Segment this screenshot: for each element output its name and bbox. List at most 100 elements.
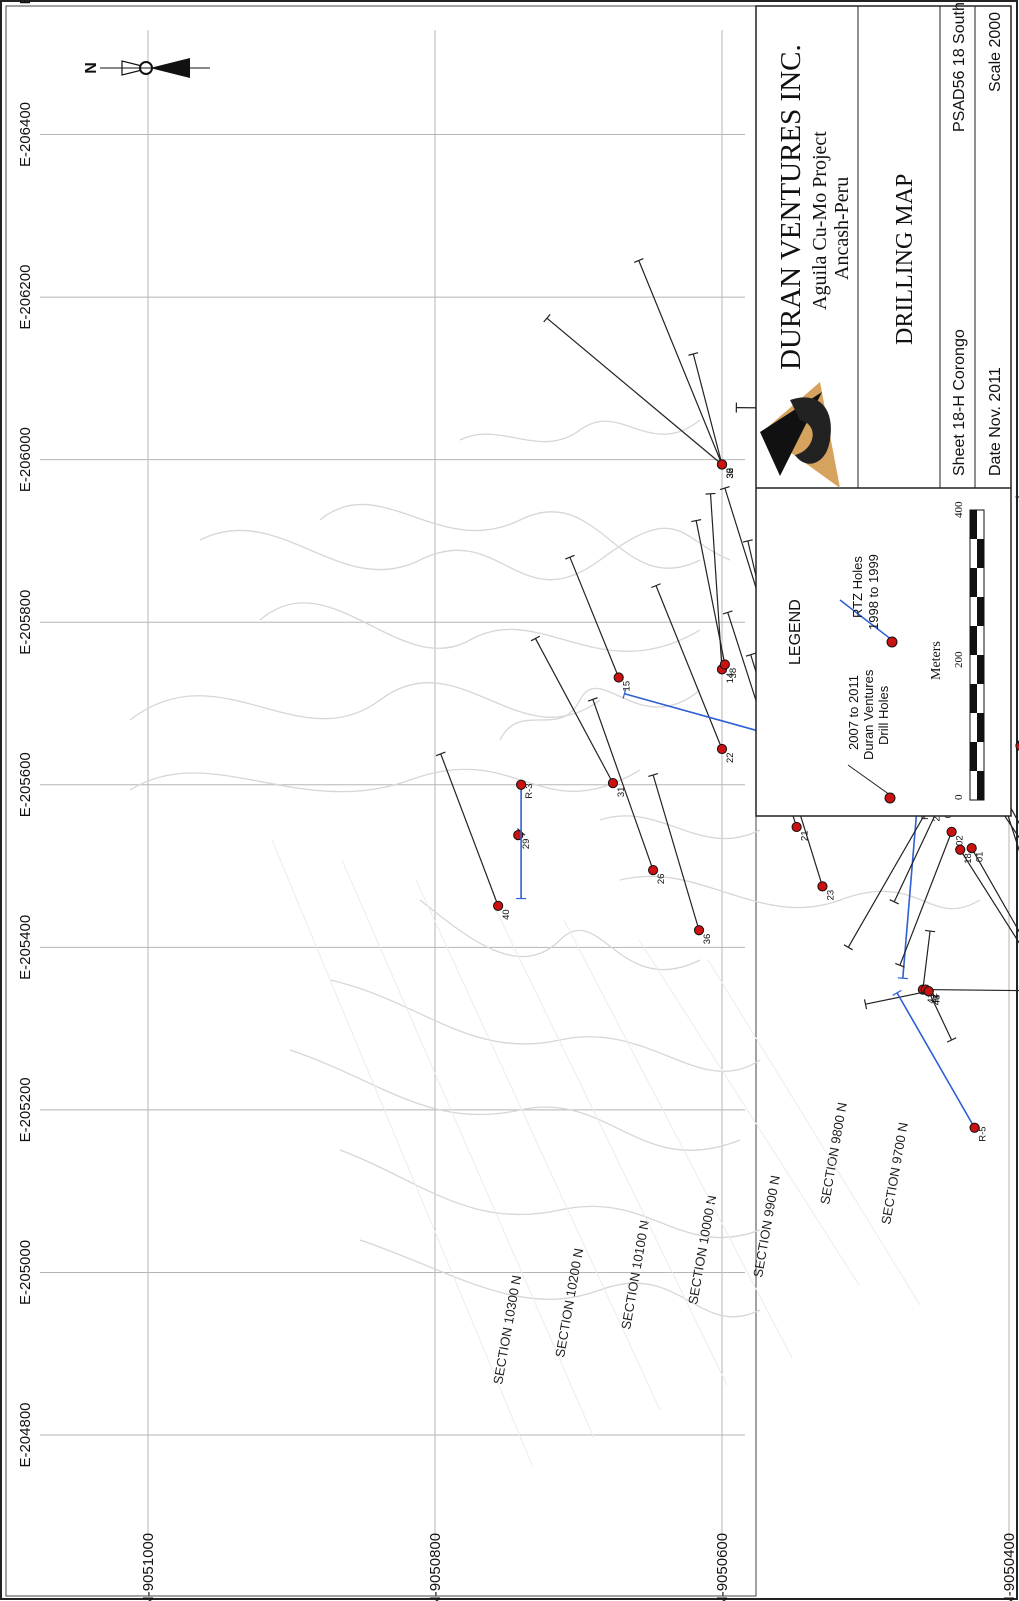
drill-trace [592, 699, 654, 871]
collar-marker [719, 659, 730, 670]
hole-label: R-3 [524, 783, 535, 798]
drill-hole-38[interactable]: 38 [691, 519, 739, 679]
drill-trace [902, 805, 918, 979]
scale-tick-400: 400 [953, 501, 965, 518]
hole-label: 42 [929, 993, 940, 1004]
hole-label: 26 [656, 874, 667, 885]
drill-hole-r-5[interactable]: R-5 [892, 989, 989, 1142]
scale-tick-200: 200 [953, 651, 965, 668]
scale-bar-segment [970, 626, 977, 655]
drill-hole-15[interactable]: 15 [565, 554, 633, 692]
drill-hole-01[interactable]: 01 [966, 843, 1019, 952]
trace-end-tick [722, 610, 733, 615]
scale-bar-segment [970, 510, 977, 539]
drill-hole-40[interactable]: 40 [435, 751, 512, 920]
scale-bar-segment [977, 771, 984, 800]
collar-marker [716, 743, 728, 755]
collar-marker [693, 925, 705, 936]
northing-label: N-9051000 [140, 1533, 157, 1601]
scale-bar [969, 509, 985, 801]
hole-label: 15 [622, 681, 633, 692]
trace-end-tick [633, 258, 644, 263]
trace-end-tick [688, 352, 699, 356]
trace-end-tick [897, 977, 908, 980]
easting-label: E-206400 [17, 102, 34, 167]
trace-end-tick [946, 1037, 957, 1043]
date-label: Date Nov. 2011 [987, 367, 1004, 476]
section-line [490, 899, 728, 1386]
trace-end-tick [648, 773, 659, 777]
legend-duran-line3: Drill Holes [876, 685, 891, 745]
trace-end-tick [622, 688, 627, 699]
drill-trace [847, 807, 930, 948]
company-name: DURAN VENTURES INC. [775, 44, 807, 370]
drill-trace [695, 520, 726, 665]
drill-hole-35[interactable]: 35 [688, 352, 736, 479]
drill-trace [899, 831, 953, 966]
collar-marker [516, 779, 527, 790]
section-line [638, 939, 860, 1286]
trace-end-tick [925, 929, 936, 933]
scale-bar-segment [977, 655, 984, 684]
hole-label: 38 [728, 668, 739, 679]
collar-marker [946, 826, 957, 838]
trace-end-tick [565, 554, 575, 560]
hole-label: 43 [932, 995, 943, 1006]
hole-label: 18 [963, 853, 974, 864]
drill-trace [655, 585, 723, 750]
collar-marker [613, 672, 624, 683]
drill-trace [692, 353, 723, 465]
hole-label: 23 [825, 890, 836, 901]
title-block: DURAN VENTURES INC. Aguila Cu-Mo Project… [755, 2, 1012, 817]
sheet-label: Sheet 18-H Corongo [951, 329, 968, 476]
drill-trace [534, 638, 614, 784]
northing-label: N-9050800 [427, 1533, 444, 1601]
drill-hole-26[interactable]: 26 [587, 697, 667, 885]
company-logo [760, 382, 840, 488]
easting-label: E-204800 [17, 1402, 34, 1467]
scale-unit: Meters [929, 641, 944, 680]
trace-end-tick [530, 635, 541, 642]
drill-hole-22[interactable]: 22 [651, 583, 736, 763]
hole-label: R-5 [978, 1126, 989, 1141]
trace-end-tick [895, 962, 905, 968]
drill-hole-09[interactable]: 09 [1015, 496, 1019, 760]
drill-hole-31[interactable]: 31 [530, 635, 627, 797]
trace-end-tick [843, 944, 853, 951]
collar-marker [1015, 740, 1019, 751]
drill-hole-r-3[interactable]: R-3 [516, 779, 535, 900]
section-line [707, 959, 921, 1306]
north-arrow: N [83, 58, 210, 78]
drill-trace [971, 847, 1019, 933]
trace-end-tick [742, 539, 753, 543]
drill-trace [440, 753, 499, 907]
drill-hole-36[interactable]: 36 [648, 773, 713, 945]
hole-label: 36 [702, 934, 713, 945]
drill-trace [925, 988, 1019, 992]
hole-label: 22 [725, 752, 736, 763]
scale-bar-segment [977, 539, 984, 568]
drill-trace [985, 787, 1019, 839]
trace-end-tick [587, 697, 598, 702]
hole-label: 44 [932, 995, 943, 1006]
drill-hole-18[interactable]: 18 [955, 844, 1019, 1020]
hole-label: 40 [501, 909, 512, 920]
easting-label: E-206600 [17, 0, 34, 4]
scale-bar-segment [970, 568, 977, 597]
datum-label: PSAD56 18 South [951, 2, 968, 132]
drill-hole-44[interactable]: 44 [923, 986, 957, 1043]
drill-trace [865, 990, 929, 1005]
easting-label: E-206000 [17, 427, 34, 492]
drill-trace [569, 556, 620, 678]
section-line [415, 879, 661, 1411]
drill-hole-02[interactable]: 02 [895, 826, 966, 968]
hole-label: 14 [725, 673, 736, 684]
trace-end-tick [705, 492, 716, 495]
project-location: Ancash-Peru [831, 177, 853, 280]
northing-label: N-9050600 [714, 1533, 731, 1601]
map-title: DRILLING MAP [892, 174, 918, 345]
hole-label: 35 [725, 468, 736, 479]
scale-bar-segment [970, 742, 977, 771]
